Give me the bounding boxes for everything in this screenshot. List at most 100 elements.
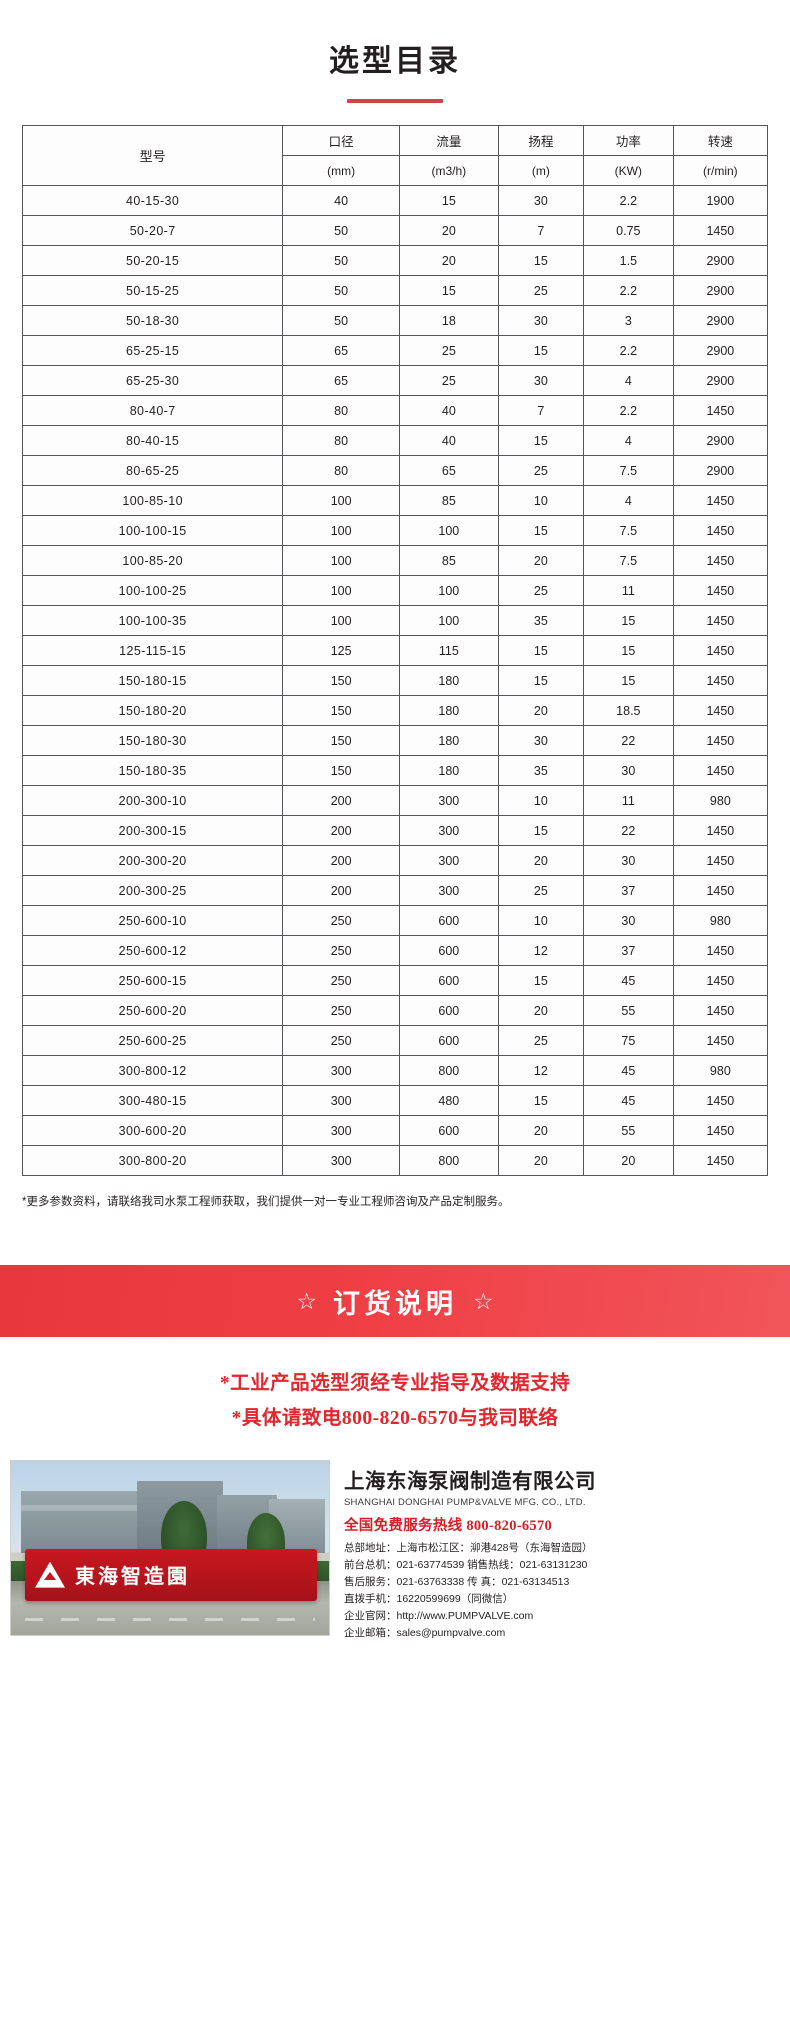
cell-model: 200-300-20 xyxy=(21,845,284,876)
cell-speed: 1450 xyxy=(672,635,769,666)
cell-head: 10 xyxy=(497,785,584,816)
cell-model: 65-25-30 xyxy=(21,365,284,396)
cell-diameter: 100 xyxy=(282,545,400,576)
table-row: 50-18-30 50 18 30 3 2900 xyxy=(21,305,769,336)
cell-head: 25 xyxy=(497,575,584,606)
cell-flow: 300 xyxy=(398,815,499,846)
cell-speed: 1450 xyxy=(672,725,769,756)
cell-flow: 100 xyxy=(398,515,499,546)
cell-diameter: 150 xyxy=(282,665,400,696)
cell-speed: 1450 xyxy=(672,545,769,576)
cell-diameter: 250 xyxy=(282,935,400,966)
cell-speed: 1450 xyxy=(672,965,769,996)
cell-flow: 600 xyxy=(398,1025,499,1056)
cell-power: 0.75 xyxy=(582,215,674,246)
table-row: 100-100-25 100 100 25 11 1450 xyxy=(21,575,769,606)
cell-speed: 1450 xyxy=(672,215,769,246)
spec-table-wrap: 型号 口径 流量 扬程 功率 转速 (mm) (m3/h) (m) (KW) (… xyxy=(0,103,790,1176)
column-unit-head: (m) xyxy=(497,155,584,186)
cell-model: 100-85-20 xyxy=(21,545,284,576)
spec-table-head: 型号 口径 流量 扬程 功率 转速 (mm) (m3/h) (m) (KW) (… xyxy=(21,125,769,186)
cell-power: 30 xyxy=(582,845,674,876)
table-row: 65-25-30 65 25 30 4 2900 xyxy=(21,365,769,396)
cell-model: 200-300-10 xyxy=(21,785,284,816)
cell-flow: 100 xyxy=(398,605,499,636)
cell-diameter: 150 xyxy=(282,695,400,726)
catalog-page: 选型目录 型号 口径 流量 扬程 功率 转速 (mm) (m3/h) xyxy=(0,0,790,1660)
cell-flow: 65 xyxy=(398,455,499,486)
page-title: 选型目录 xyxy=(329,45,461,78)
cell-power: 45 xyxy=(582,965,674,996)
cell-head: 25 xyxy=(497,275,584,306)
cell-head: 35 xyxy=(497,755,584,786)
cell-power: 30 xyxy=(582,755,674,786)
cell-head: 15 xyxy=(497,425,584,456)
cell-flow: 300 xyxy=(398,845,499,876)
cell-speed: 1450 xyxy=(672,845,769,876)
contact-line: 售后服务：021-63763338 传 真：021-63134513 xyxy=(344,1575,570,1588)
cell-power: 7.5 xyxy=(582,545,674,576)
page-header: 选型目录 xyxy=(0,0,790,103)
cell-model: 250-600-25 xyxy=(21,1025,284,1056)
table-row: 100-85-20 100 85 20 7.5 1450 xyxy=(21,545,769,576)
cell-diameter: 65 xyxy=(282,365,400,396)
table-row: 50-15-25 50 15 25 2.2 2900 xyxy=(21,275,769,306)
cell-head: 35 xyxy=(497,605,584,636)
cell-flow: 300 xyxy=(398,875,499,906)
cell-speed: 980 xyxy=(672,905,769,936)
triangle-logo-icon xyxy=(35,1561,65,1588)
park-sign-text: 東海智造園 xyxy=(75,1566,190,1589)
cell-flow: 800 xyxy=(398,1145,499,1176)
cell-model: 40-15-30 xyxy=(21,185,284,216)
cell-model: 65-25-15 xyxy=(21,335,284,366)
table-unit-row: (mm) (m3/h) (m) (KW) (r/min) xyxy=(23,155,769,186)
table-row: 250-600-15 250 600 15 45 1450 xyxy=(21,965,769,996)
cell-flow: 800 xyxy=(398,1055,499,1086)
cell-diameter: 250 xyxy=(282,995,400,1026)
cell-flow: 15 xyxy=(398,185,499,216)
cell-power: 7.5 xyxy=(582,515,674,546)
table-row: 200-300-20 200 300 20 30 1450 xyxy=(21,845,769,876)
cell-power: 45 xyxy=(582,1085,674,1116)
cell-diameter: 40 xyxy=(282,185,400,216)
company-name-en: SHANGHAI DONGHAI PUMP&VALVE MFG. CO., LT… xyxy=(344,1496,586,1508)
table-row: 300-800-20 300 800 20 20 1450 xyxy=(21,1145,769,1176)
cell-model: 80-65-25 xyxy=(21,455,284,486)
cell-power: 18.5 xyxy=(582,695,674,726)
cell-flow: 20 xyxy=(398,245,499,276)
cell-model: 150-180-20 xyxy=(21,695,284,726)
cell-model: 250-600-20 xyxy=(21,995,284,1026)
cell-diameter: 80 xyxy=(282,395,400,426)
table-row: 150-180-20 150 180 20 18.5 1450 xyxy=(21,695,769,726)
cell-speed: 1900 xyxy=(672,185,769,216)
spec-table-body: 40-15-30 40 15 30 2.2 1900 50-20-7 50 20 7 0.75 145… xyxy=(21,185,769,1176)
table-row: 250-600-20 250 600 20 55 1450 xyxy=(21,995,769,1026)
table-row: 80-40-7 80 40 7 2.2 1450 xyxy=(21,395,769,426)
title-accent-rule xyxy=(347,99,443,103)
cell-diameter: 200 xyxy=(282,875,400,906)
cell-diameter: 300 xyxy=(282,1085,400,1116)
cell-power: 37 xyxy=(582,875,674,906)
cell-speed: 1450 xyxy=(672,995,769,1026)
cell-diameter: 300 xyxy=(282,1145,400,1176)
cell-flow: 25 xyxy=(398,335,499,366)
cell-speed: 980 xyxy=(672,785,769,816)
cell-head: 30 xyxy=(497,305,584,336)
cell-flow: 85 xyxy=(398,485,499,516)
cell-power: 45 xyxy=(582,1055,674,1086)
cell-diameter: 150 xyxy=(282,755,400,786)
cell-flow: 85 xyxy=(398,545,499,576)
cell-diameter: 80 xyxy=(282,425,400,456)
spec-table: 型号 口径 流量 扬程 功率 转速 (mm) (m3/h) (m) (KW) (… xyxy=(21,125,769,1176)
order-instructions: *工业产品选型须经专业指导及数据支持 *具体请致电800-820-6570与我司… xyxy=(0,1337,790,1459)
cell-power: 37 xyxy=(582,935,674,966)
table-row: 150-180-15 150 180 15 15 1450 xyxy=(21,665,769,696)
table-row: 200-300-10 200 300 10 11 980 xyxy=(21,785,769,816)
cell-diameter: 250 xyxy=(282,965,400,996)
cell-head: 10 xyxy=(497,485,584,516)
cell-flow: 20 xyxy=(398,215,499,246)
cell-diameter: 250 xyxy=(282,905,400,936)
cell-head: 25 xyxy=(497,455,584,486)
table-row: 200-300-15 200 300 15 22 1450 xyxy=(21,815,769,846)
cell-head: 7 xyxy=(497,395,584,426)
